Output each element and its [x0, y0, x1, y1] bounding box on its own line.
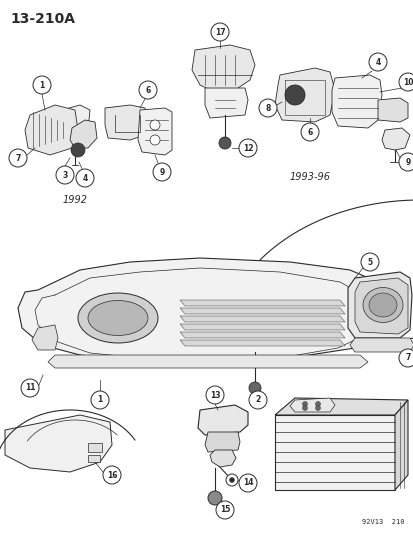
Text: 1: 1 — [97, 395, 102, 405]
Polygon shape — [204, 432, 240, 452]
Polygon shape — [354, 278, 407, 334]
Text: 12: 12 — [242, 143, 253, 152]
Text: 13-210A: 13-210A — [10, 12, 75, 26]
Polygon shape — [274, 68, 334, 122]
Text: 92V13  210: 92V13 210 — [362, 519, 404, 525]
Ellipse shape — [362, 287, 402, 322]
Circle shape — [229, 478, 234, 482]
Polygon shape — [18, 258, 389, 362]
Polygon shape — [48, 355, 367, 368]
Text: 14: 14 — [242, 479, 253, 488]
Polygon shape — [5, 415, 112, 472]
Text: 15: 15 — [219, 505, 230, 514]
Polygon shape — [88, 443, 102, 452]
Polygon shape — [180, 308, 344, 314]
Circle shape — [76, 169, 94, 187]
Polygon shape — [197, 405, 247, 435]
Circle shape — [248, 382, 260, 394]
Circle shape — [207, 491, 221, 505]
Polygon shape — [204, 88, 247, 118]
Circle shape — [71, 143, 85, 157]
Text: 16: 16 — [107, 471, 117, 480]
Circle shape — [33, 76, 51, 94]
Polygon shape — [274, 398, 407, 415]
Polygon shape — [349, 338, 413, 352]
Circle shape — [398, 73, 413, 91]
Text: 13: 13 — [209, 391, 220, 400]
Polygon shape — [55, 105, 90, 148]
Polygon shape — [289, 398, 334, 412]
Text: 17: 17 — [214, 28, 225, 36]
Circle shape — [216, 501, 233, 519]
Text: 1992: 1992 — [62, 195, 87, 205]
Circle shape — [398, 153, 413, 171]
Circle shape — [103, 466, 121, 484]
Text: 10: 10 — [402, 77, 412, 86]
Circle shape — [360, 253, 378, 271]
Circle shape — [150, 135, 159, 145]
Text: 1993-96: 1993-96 — [289, 172, 330, 182]
Circle shape — [225, 474, 237, 486]
Text: 2: 2 — [255, 395, 260, 405]
Polygon shape — [180, 340, 344, 346]
Text: 6: 6 — [145, 85, 150, 94]
Polygon shape — [70, 120, 97, 148]
Polygon shape — [377, 98, 407, 122]
Ellipse shape — [368, 293, 396, 317]
Polygon shape — [32, 325, 58, 350]
Circle shape — [315, 401, 320, 407]
Circle shape — [248, 391, 266, 409]
Text: 7: 7 — [15, 154, 21, 163]
Polygon shape — [180, 300, 344, 306]
Circle shape — [302, 401, 307, 407]
Circle shape — [398, 349, 413, 367]
Text: 11: 11 — [25, 384, 35, 392]
Text: 9: 9 — [404, 157, 410, 166]
Circle shape — [153, 163, 171, 181]
Polygon shape — [274, 415, 394, 490]
Polygon shape — [138, 108, 171, 155]
Polygon shape — [25, 105, 78, 155]
Text: 8: 8 — [265, 103, 270, 112]
Polygon shape — [192, 45, 254, 92]
Polygon shape — [347, 272, 411, 338]
Circle shape — [302, 406, 307, 410]
Circle shape — [139, 81, 157, 99]
Circle shape — [150, 120, 159, 130]
Circle shape — [206, 386, 223, 404]
Polygon shape — [180, 316, 344, 322]
Text: 6: 6 — [306, 127, 312, 136]
Circle shape — [368, 53, 386, 71]
Circle shape — [21, 379, 39, 397]
Text: 4: 4 — [82, 174, 88, 182]
Circle shape — [284, 85, 304, 105]
Circle shape — [218, 137, 230, 149]
Circle shape — [238, 139, 256, 157]
Text: 7: 7 — [404, 353, 410, 362]
Text: 5: 5 — [367, 257, 372, 266]
Polygon shape — [180, 332, 344, 338]
Circle shape — [211, 23, 228, 41]
Text: 9: 9 — [159, 167, 164, 176]
Polygon shape — [180, 324, 344, 330]
Circle shape — [259, 99, 276, 117]
Text: 3: 3 — [62, 171, 67, 180]
Circle shape — [238, 474, 256, 492]
Circle shape — [91, 391, 109, 409]
Polygon shape — [331, 75, 381, 128]
Text: 4: 4 — [375, 58, 380, 67]
Polygon shape — [105, 105, 147, 140]
Ellipse shape — [88, 301, 147, 335]
Circle shape — [315, 406, 320, 410]
Polygon shape — [88, 455, 100, 462]
Ellipse shape — [78, 293, 158, 343]
Polygon shape — [381, 128, 409, 150]
Circle shape — [9, 149, 27, 167]
Polygon shape — [209, 450, 235, 467]
Circle shape — [56, 166, 74, 184]
Circle shape — [300, 123, 318, 141]
Polygon shape — [394, 400, 407, 490]
Text: 1: 1 — [39, 80, 45, 90]
